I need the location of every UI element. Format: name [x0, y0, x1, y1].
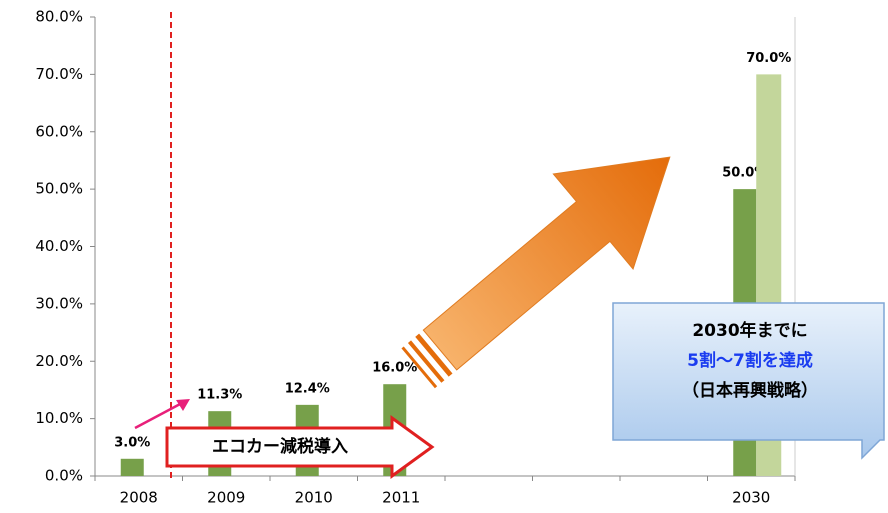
value-label: 12.4% — [285, 381, 330, 396]
x-tick-label: 2008 — [120, 489, 158, 507]
x-tick-label: 2010 — [295, 489, 333, 507]
y-tick-label: 20.0% — [35, 352, 83, 370]
y-tick-label: 0.0% — [45, 467, 83, 485]
y-tick-label: 40.0% — [35, 237, 83, 255]
policy-label: エコカー減税導入 — [212, 436, 348, 457]
y-tick-label: 30.0% — [35, 294, 83, 312]
value-label: 70.0% — [746, 51, 791, 66]
y-tick-label: 70.0% — [35, 65, 83, 83]
y-tick-label: 50.0% — [35, 180, 83, 198]
y-tick-label: 60.0% — [35, 122, 83, 140]
value-label: 16.0% — [372, 361, 417, 376]
pointer-arrow — [135, 403, 182, 428]
y-tick-label: 80.0% — [35, 8, 83, 26]
callout-line: 2030年までに — [692, 320, 807, 341]
y-tick-label: 10.0% — [35, 409, 83, 427]
value-label: 11.3% — [197, 388, 242, 403]
callout-line: （日本再興戦略） — [682, 380, 818, 401]
x-tick-label: 2009 — [207, 489, 245, 507]
callout-highlight: 5割～7割を達成 — [687, 350, 813, 371]
value-label: 3.0% — [114, 435, 150, 450]
chart: 0.0% 10.0% 20.0% 30.0% 40.0% 50.0% 60.0% 70.0% 8… — [0, 0, 888, 513]
x-tick-label: 2030 — [732, 489, 770, 507]
bar — [121, 459, 144, 476]
x-tick-label: 2011 — [382, 489, 420, 507]
